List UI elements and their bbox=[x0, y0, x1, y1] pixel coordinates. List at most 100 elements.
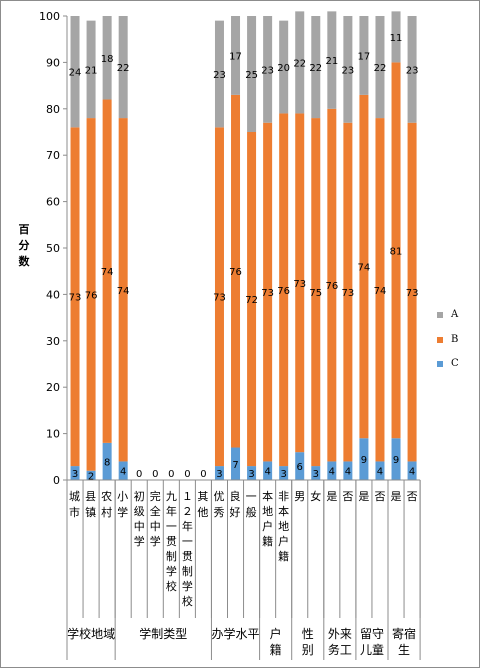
bar-segment-c bbox=[102, 442, 112, 480]
data-label-a: 18 bbox=[101, 54, 114, 65]
bar-segment-b bbox=[214, 127, 224, 467]
data-label-a: 11 bbox=[390, 33, 403, 44]
category-label: 非本地户籍 bbox=[278, 490, 289, 563]
legend-item-b: B bbox=[437, 334, 458, 345]
data-label-a: 24 bbox=[69, 68, 82, 79]
group-label: 办学水平 bbox=[212, 626, 260, 641]
data-label: 0 bbox=[152, 469, 158, 480]
y-tick-label: 80 bbox=[46, 103, 60, 116]
group-label: 外来务工 bbox=[328, 627, 352, 657]
category-label: 是 bbox=[391, 490, 402, 503]
y-tick-label: 60 bbox=[46, 196, 60, 209]
bar-segment-c bbox=[86, 470, 96, 480]
category-label: 女 bbox=[310, 489, 321, 503]
data-label-c: 7 bbox=[232, 460, 238, 471]
data-label-c: 9 bbox=[393, 455, 399, 466]
data-label-c: 4 bbox=[329, 467, 335, 478]
bar-segment-a bbox=[391, 11, 401, 63]
data-label-a: 23 bbox=[406, 65, 419, 76]
bar-segment-c bbox=[407, 461, 417, 480]
category-label: 城市 bbox=[69, 490, 80, 519]
data-label-a: 23 bbox=[213, 70, 226, 81]
category-label: 否 bbox=[374, 490, 385, 503]
data-label-b: 73 bbox=[406, 288, 419, 299]
group-label: 寄宿生 bbox=[392, 626, 416, 657]
legend-label-c: C bbox=[451, 358, 459, 369]
data-label-c: 3 bbox=[216, 469, 222, 480]
category-label: 否 bbox=[342, 490, 353, 503]
legend-item-a: A bbox=[437, 309, 458, 320]
y-tick-label: 70 bbox=[46, 149, 60, 162]
category-label: 一般 bbox=[246, 490, 257, 519]
category-label: 男 bbox=[294, 490, 305, 503]
y-tick-label: 10 bbox=[46, 428, 60, 441]
bar-segment-b bbox=[247, 132, 257, 467]
data-label-b: 73 bbox=[213, 293, 226, 304]
bar-segment-c bbox=[359, 438, 369, 480]
group-label: 学制类型 bbox=[139, 626, 187, 641]
data-label-a: 21 bbox=[85, 65, 98, 76]
category-label: 良好 bbox=[230, 489, 241, 519]
data-label-a: 20 bbox=[277, 63, 290, 74]
data-label-b: 73 bbox=[342, 288, 355, 299]
bar-segment-b bbox=[279, 113, 289, 467]
data-label-c: 4 bbox=[377, 467, 383, 478]
data-label-a: 23 bbox=[342, 65, 355, 76]
bar-segment-c bbox=[279, 466, 289, 480]
y-tick-label: 20 bbox=[46, 381, 60, 394]
data-label-b: 76 bbox=[229, 267, 242, 278]
bar-segment-c bbox=[375, 461, 385, 480]
data-label-c: 8 bbox=[104, 457, 110, 468]
data-label-b: 72 bbox=[245, 295, 258, 306]
bar-segment-a bbox=[407, 16, 417, 123]
y-tick-label: 100 bbox=[39, 10, 60, 23]
bar-segment-b bbox=[231, 94, 241, 448]
data-label-c: 4 bbox=[345, 467, 351, 478]
group-label: 性别 bbox=[302, 627, 314, 657]
bar-segment-b bbox=[407, 122, 417, 462]
bar-segment-b bbox=[118, 118, 128, 462]
y-tick-label: 30 bbox=[46, 335, 60, 348]
legend-item-c: C bbox=[437, 358, 459, 369]
bar-segment-b bbox=[86, 118, 96, 471]
category-label: 农村 bbox=[101, 489, 112, 519]
bar-segment-b bbox=[295, 113, 305, 453]
data-label-b: 76 bbox=[85, 290, 98, 301]
bar-segment-c bbox=[118, 461, 128, 480]
category-label: 优秀 bbox=[213, 490, 224, 519]
data-label-b: 75 bbox=[309, 288, 322, 299]
data-label-b: 73 bbox=[69, 293, 82, 304]
data-label-a: 21 bbox=[325, 56, 338, 67]
legend-swatch-a bbox=[437, 311, 443, 318]
data-label-a: 22 bbox=[374, 63, 387, 74]
data-label-c: 6 bbox=[297, 462, 303, 473]
category-label: 是 bbox=[326, 490, 337, 503]
category-label: 小学 bbox=[117, 490, 128, 519]
data-label-c: 3 bbox=[313, 469, 319, 480]
bar-segment-b bbox=[311, 118, 321, 467]
data-label-b: 74 bbox=[101, 267, 114, 278]
data-label-b: 73 bbox=[293, 279, 306, 290]
bar-segment-b bbox=[359, 94, 369, 439]
data-label-b: 81 bbox=[390, 246, 403, 257]
bar-segment-b bbox=[102, 99, 112, 443]
legend-swatch-c bbox=[437, 360, 443, 367]
data-label-c: 9 bbox=[361, 455, 367, 466]
data-label-b: 74 bbox=[374, 286, 387, 297]
data-label-c: 4 bbox=[120, 467, 126, 478]
bar-segment-c bbox=[247, 466, 257, 480]
data-label-b: 76 bbox=[325, 281, 338, 292]
legend-label-b: B bbox=[451, 334, 459, 345]
category-label: 县镇 bbox=[85, 490, 96, 519]
bar-segment-c bbox=[295, 452, 305, 480]
data-label: 0 bbox=[136, 469, 142, 480]
bar-segment-a bbox=[375, 16, 385, 119]
bar-segment-b bbox=[70, 127, 80, 467]
group-label: 户籍 bbox=[270, 626, 282, 657]
data-label-b: 76 bbox=[277, 286, 290, 297]
legend-swatch-b bbox=[437, 336, 443, 343]
y-tick-label: 0 bbox=[53, 474, 60, 487]
data-label: 0 bbox=[184, 469, 190, 480]
data-label-a: 25 bbox=[245, 70, 258, 81]
bar-segment-a bbox=[359, 16, 369, 95]
